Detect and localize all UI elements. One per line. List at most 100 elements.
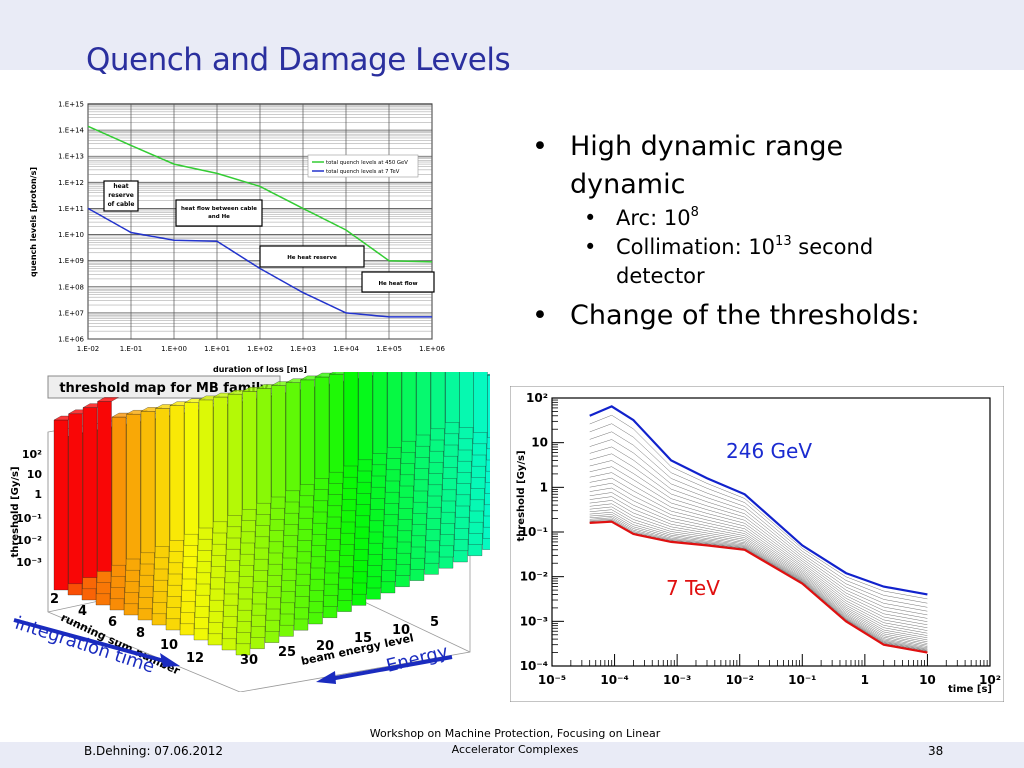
map-bar-front <box>198 399 214 529</box>
x-tick-label: 10⁻² <box>726 673 754 687</box>
y-tick: 5 <box>430 615 439 630</box>
series-line-246gev <box>589 405 928 596</box>
x-tick: 4 <box>78 604 87 619</box>
svg-text:He heat reserve: He heat reserve <box>287 255 337 261</box>
y-tick-label: 1.E+12 <box>58 179 84 187</box>
svg-text:heat: heat <box>113 183 128 190</box>
map-bar-front <box>285 382 301 491</box>
map-bar-front <box>473 372 488 433</box>
map-bar-front <box>329 373 344 473</box>
threshold-curve <box>589 453 928 619</box>
y-tick-label: 1.E+11 <box>58 205 84 213</box>
map-bar-front <box>140 411 156 553</box>
map-bar-front <box>387 372 402 448</box>
map-bar-front <box>97 401 112 572</box>
threshold-curve <box>589 515 928 651</box>
x-tick-label: 10⁻⁵ <box>538 673 566 687</box>
threshold-curve <box>589 439 928 612</box>
x-axis-label: duration of loss [ms] <box>213 365 307 374</box>
x-tick: 2 <box>50 592 59 607</box>
energy-arrow <box>329 655 453 681</box>
svg-text:of cable: of cable <box>108 201 135 208</box>
footer-event-line1: Workshop on Machine Protection, Focusing… <box>369 727 661 740</box>
series-label-246gev: 246 GeV <box>726 439 812 463</box>
y-axis-label: threshold [Gy/s] <box>516 450 527 541</box>
threshold-curve <box>589 414 928 600</box>
threshold-map-chart: threshold map for MB family threshold [G… <box>10 372 490 692</box>
series-line-7tev <box>87 207 432 318</box>
map-bar-front <box>401 372 417 442</box>
x-tick-label: 10² <box>979 673 1001 687</box>
x-tick-label: 10⁻¹ <box>788 673 816 687</box>
threshold-curve <box>589 482 928 634</box>
threshold-curve <box>589 423 928 604</box>
y-tick-label: 10⁻⁴ <box>520 659 548 673</box>
plot-area <box>551 397 991 667</box>
threshold-curve <box>589 492 928 639</box>
threshold-curve <box>589 477 928 631</box>
map-bar-front <box>227 394 243 516</box>
y-tick-label: 1.E+15 <box>58 101 84 109</box>
map-bar-top <box>486 373 490 376</box>
x-tick-label: 1 <box>861 673 869 687</box>
map-bar-front <box>126 414 141 560</box>
integration-time-arrow <box>13 618 169 664</box>
series-label-7tev: 7 TeV <box>666 576 720 600</box>
map-bar-front <box>372 372 388 454</box>
bullet-collimation: • Collimation: 1013 second detector <box>584 234 874 288</box>
map-bar-front <box>184 402 199 535</box>
map-bar-front <box>343 372 359 467</box>
y-tick-label: 1.E+09 <box>58 257 84 265</box>
y-tick-label: 1 <box>540 480 548 494</box>
threshold-curve <box>589 500 928 643</box>
z-tick: 1 <box>34 488 42 501</box>
threshold-curve <box>589 506 928 646</box>
annotation-he-heat-flow: He heat flow <box>361 271 435 293</box>
map-bar-front <box>314 376 330 479</box>
threshold-curve <box>589 460 928 622</box>
footer-event-line2: Accelerator Complexes <box>451 743 579 756</box>
bullet-list: • High dynamic range dynamic • Arc: 108 • C… <box>532 128 952 370</box>
threshold-curve <box>589 431 928 608</box>
footer-author-date: B.Dehning: 07.06.2012 <box>84 744 224 758</box>
x-tick-label: 10 <box>919 673 936 687</box>
threshold-curve <box>589 511 928 649</box>
map-bar-front <box>445 372 460 423</box>
x-tick: 6 <box>108 615 117 630</box>
z-axis-label: threshold [Gy/s] <box>10 466 21 557</box>
map-bar-top <box>96 397 120 402</box>
y-tick: 15 <box>354 631 372 646</box>
map-bar-front <box>358 372 373 460</box>
y-tick-label: 10⁻³ <box>520 614 548 628</box>
map-bar-front <box>430 372 446 429</box>
y-tick-label: 10⁻¹ <box>520 525 548 539</box>
map-bar-front <box>213 396 228 522</box>
svg-text:reserve: reserve <box>108 192 134 199</box>
bullet-dynamic-range: • High dynamic range dynamic <box>532 131 844 200</box>
y-tick-label: 10 <box>531 436 548 450</box>
x-tick-label: 1.E+06 <box>419 345 445 353</box>
footer-event: Workshop on Machine Protection, Focusing… <box>355 726 675 758</box>
integration-time-arrowhead <box>160 653 180 667</box>
threshold-curve <box>589 514 928 650</box>
threshold-curve <box>589 509 928 647</box>
annotation-heat-flow-cable-he: heat flow between cable and He <box>175 199 263 227</box>
map-bar-front <box>242 391 257 510</box>
y-tick-label: 1.E+13 <box>58 153 84 161</box>
y-tick-label: 1.E+10 <box>58 231 84 239</box>
map-bar-front <box>300 379 315 485</box>
map-bar-front <box>416 372 431 436</box>
threshold-curve <box>589 503 928 644</box>
x-tick-labels: 2 4 6 8 10 12 <box>50 592 204 666</box>
x-tick-label: 1.E+05 <box>376 345 402 353</box>
svg-text:and He: and He <box>208 214 230 220</box>
map-bar-front <box>68 413 83 584</box>
slide-title: Quench and Damage Levels <box>86 42 511 78</box>
map-bar-front <box>459 372 474 428</box>
map-bar-front <box>155 408 170 547</box>
x-tick: 8 <box>136 626 145 641</box>
y-tick-label: 1.E+14 <box>58 127 84 135</box>
x-tick-label: 1.E+01 <box>204 345 230 353</box>
page-number: 38 <box>928 744 944 758</box>
map-bar-front <box>169 405 185 541</box>
